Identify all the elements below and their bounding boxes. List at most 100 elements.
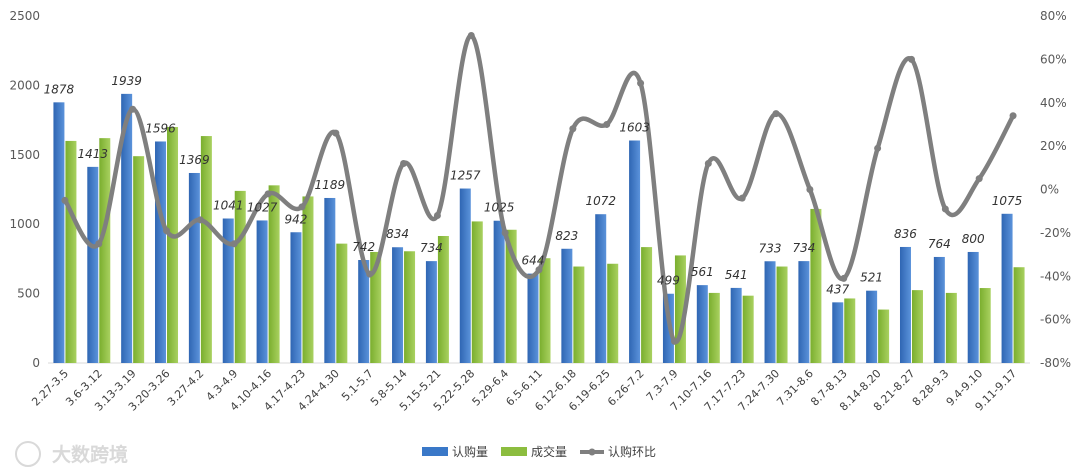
data-label: 1603 (619, 121, 650, 135)
data-label: 1257 (450, 169, 481, 183)
mom-point (941, 205, 949, 213)
data-label: 1369 (179, 153, 210, 167)
bar-deal (674, 255, 686, 363)
bar-subscription (595, 214, 607, 363)
mom-point (738, 194, 746, 202)
data-label: 733 (759, 241, 782, 255)
bar-deal (505, 229, 517, 363)
data-label: 644 (522, 254, 545, 268)
bar-subscription (392, 247, 404, 363)
mom-point (569, 125, 577, 133)
right-axis-tick: 80% (1040, 9, 1067, 23)
data-label: 521 (860, 271, 883, 285)
right-axis-tick: -80% (1040, 356, 1071, 370)
mom-point (61, 196, 69, 204)
bar-deal (573, 266, 585, 363)
bar-deal (404, 251, 416, 363)
bar-subscription (832, 302, 844, 363)
data-label: 437 (826, 282, 849, 296)
series-mom-line (61, 32, 1017, 345)
left-axis-tick: 2500 (9, 9, 40, 23)
bar-subscription (561, 248, 573, 363)
bar-deal (539, 258, 551, 363)
data-label: 1878 (44, 82, 75, 96)
bar-subscription (527, 273, 539, 363)
bar-subscription (798, 261, 810, 363)
data-label: 734 (792, 241, 815, 255)
data-label: 561 (691, 265, 714, 279)
bar-deal (302, 196, 314, 363)
legend-label-deal: 成交量 (531, 444, 567, 459)
data-label: 1041 (213, 199, 244, 213)
bar-deal (1013, 267, 1025, 363)
bar-subscription (899, 246, 911, 363)
mom-point (332, 129, 340, 137)
bar-subscription (493, 220, 505, 363)
bar-deal (471, 221, 483, 363)
left-axis-tick: 1500 (9, 148, 40, 162)
mom-point (501, 229, 509, 237)
bar-subscription (121, 93, 133, 364)
left-axis-tick: 2000 (9, 78, 40, 92)
bar-deal (234, 190, 246, 363)
mom-point (129, 105, 137, 113)
mom-point (975, 175, 983, 183)
mom-point (1009, 112, 1017, 120)
mom-point (704, 159, 712, 167)
data-label: 800 (962, 232, 985, 246)
bar-deal (437, 235, 449, 363)
data-label: 1025 (484, 201, 515, 215)
series-subscription-bars (53, 93, 1013, 364)
watermark-logo-icon (15, 441, 41, 467)
bar-subscription (967, 251, 979, 363)
bar-deal (336, 243, 348, 363)
bar-subscription (730, 287, 742, 363)
right-axis-tick: 40% (1040, 96, 1067, 110)
mom-point (603, 120, 611, 128)
data-label: 541 (725, 268, 748, 282)
bar-subscription (696, 285, 708, 363)
mom-point (670, 337, 678, 345)
data-label: 834 (386, 227, 409, 241)
left-axis-tick: 500 (17, 287, 40, 301)
mom-point (196, 216, 204, 224)
bar-deal (268, 185, 280, 363)
bar-subscription (256, 220, 268, 363)
data-label: 499 (657, 274, 680, 288)
x-tick-label: 3.27-4.2 (165, 367, 207, 409)
legend: 认购量 成交量 认购环比 (422, 444, 656, 459)
mom-point (874, 144, 882, 152)
legend-swatch-mom-marker (588, 448, 596, 456)
left-axis: 0 500 1000 1500 2000 2500 (9, 9, 40, 370)
mom-point (840, 274, 848, 282)
bar-deal (167, 127, 179, 363)
data-label: 1413 (78, 147, 109, 161)
right-axis-tick: -40% (1040, 269, 1071, 283)
data-labels: 1878 1413 1939 1596 1369 1041 1027 942 1189 742 83… (44, 74, 1023, 296)
right-axis-tick: -60% (1040, 313, 1071, 327)
data-label: 942 (285, 212, 308, 226)
data-label: 1072 (585, 194, 616, 208)
bar-subscription (222, 218, 234, 363)
bar-deal (99, 138, 111, 363)
data-label: 764 (928, 237, 951, 251)
bar-deal (878, 309, 890, 363)
bar-deal (133, 156, 145, 363)
mom-point (637, 79, 645, 87)
mom-point (400, 159, 408, 167)
mom-point (264, 190, 272, 198)
series-deal-bars (65, 127, 1025, 363)
x-tick-label: 6.26-7.2 (605, 367, 647, 409)
data-label: 836 (894, 227, 917, 241)
mom-point (772, 110, 780, 118)
mom-point (163, 227, 171, 235)
bar-deal (742, 295, 754, 363)
bar-subscription (866, 290, 878, 363)
bar-deal (200, 136, 212, 363)
right-axis-tick: -20% (1040, 226, 1071, 240)
mom-point (806, 186, 814, 193)
watermark: 大数跨境 (15, 441, 128, 467)
bar-deal (776, 266, 788, 363)
right-axis: -80% -60% -40% -20% 0% 20% 40% 60% 80% (1040, 9, 1071, 370)
mom-point (95, 240, 103, 248)
